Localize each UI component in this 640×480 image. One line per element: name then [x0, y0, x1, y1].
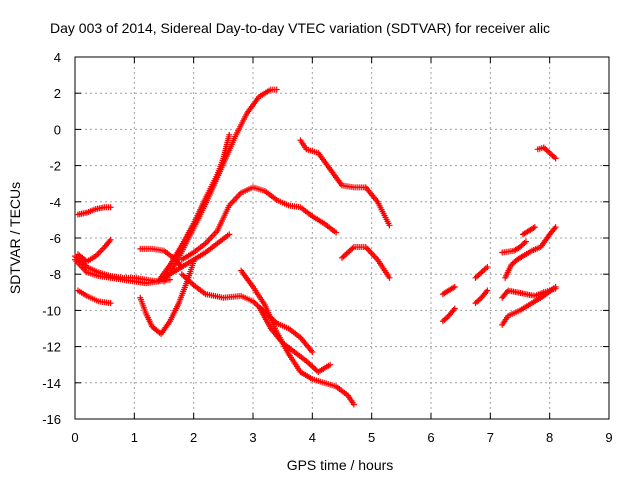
data-point	[451, 305, 458, 312]
series-18	[472, 263, 491, 281]
series-16	[439, 283, 458, 298]
series-15	[339, 244, 393, 281]
data-point	[107, 236, 114, 243]
series-20	[499, 238, 529, 256]
data-point	[386, 222, 393, 229]
y-axis-title: SDTVAR / TECUs	[7, 182, 23, 294]
data-point	[226, 131, 233, 138]
x-axis-title: GPS time / hours	[287, 457, 394, 473]
x-tick-label: 1	[131, 430, 138, 445]
data-point	[190, 258, 197, 265]
tick-labels: 0 1 2 3 4 5 6 7 8 9 -16 -14 -12 -10 -8 -6 -4 -2 0 2 4	[42, 50, 612, 445]
y-tick-label: -6	[49, 231, 61, 246]
x-tick-label: 0	[71, 430, 78, 445]
x-tick-label: 4	[309, 430, 316, 445]
series-21	[502, 224, 559, 281]
series-5	[74, 287, 114, 307]
series-17	[439, 305, 458, 325]
x-tick-label: 2	[190, 430, 197, 445]
data-point	[107, 204, 114, 211]
data-point	[484, 287, 491, 294]
data-point	[552, 224, 559, 231]
series-14	[297, 137, 393, 229]
data-point	[309, 349, 316, 356]
data-marks	[72, 86, 559, 408]
data-point	[386, 274, 393, 281]
series-2	[74, 236, 114, 265]
series-1	[74, 204, 114, 218]
data-point	[350, 401, 357, 408]
data-point	[522, 238, 529, 245]
x-tick-label: 3	[249, 430, 256, 445]
y-tick-label: -4	[49, 195, 61, 210]
x-tick-label: 7	[487, 430, 494, 445]
data-point	[552, 155, 559, 162]
y-tick-label: -16	[42, 412, 61, 427]
series-25	[519, 224, 538, 238]
x-tick-label: 8	[546, 430, 553, 445]
y-tick-label: -12	[42, 340, 61, 355]
y-tick-label: -8	[49, 267, 61, 282]
x-tick-label: 9	[605, 430, 612, 445]
x-tick-label: 6	[427, 430, 434, 445]
data-point	[178, 263, 185, 270]
data-point	[484, 263, 491, 270]
data-point	[451, 283, 458, 290]
y-tick-label: -10	[42, 303, 61, 318]
data-point	[226, 231, 233, 238]
series-9	[161, 86, 280, 285]
data-point	[333, 229, 340, 236]
series-24	[534, 144, 559, 162]
y-tick-label: -14	[42, 376, 61, 391]
data-point	[107, 300, 114, 307]
data-point	[552, 285, 559, 292]
y-tick-label: 4	[54, 50, 61, 65]
series-10	[178, 184, 340, 263]
chart-title: Day 003 of 2014, Sidereal Day-to-day VTE…	[50, 20, 550, 36]
data-point	[327, 361, 334, 368]
y-tick-label: 0	[54, 122, 61, 137]
data-point	[531, 224, 538, 231]
axis-ticks	[74, 56, 610, 420]
y-tick-label: 2	[54, 86, 61, 101]
data-point	[273, 86, 280, 93]
series-19	[472, 287, 491, 307]
series-23	[499, 285, 559, 301]
x-tick-label: 5	[368, 430, 375, 445]
y-tick-label: -2	[49, 159, 61, 174]
series-4	[72, 256, 173, 287]
series-13	[255, 303, 334, 375]
series-7	[137, 258, 197, 337]
